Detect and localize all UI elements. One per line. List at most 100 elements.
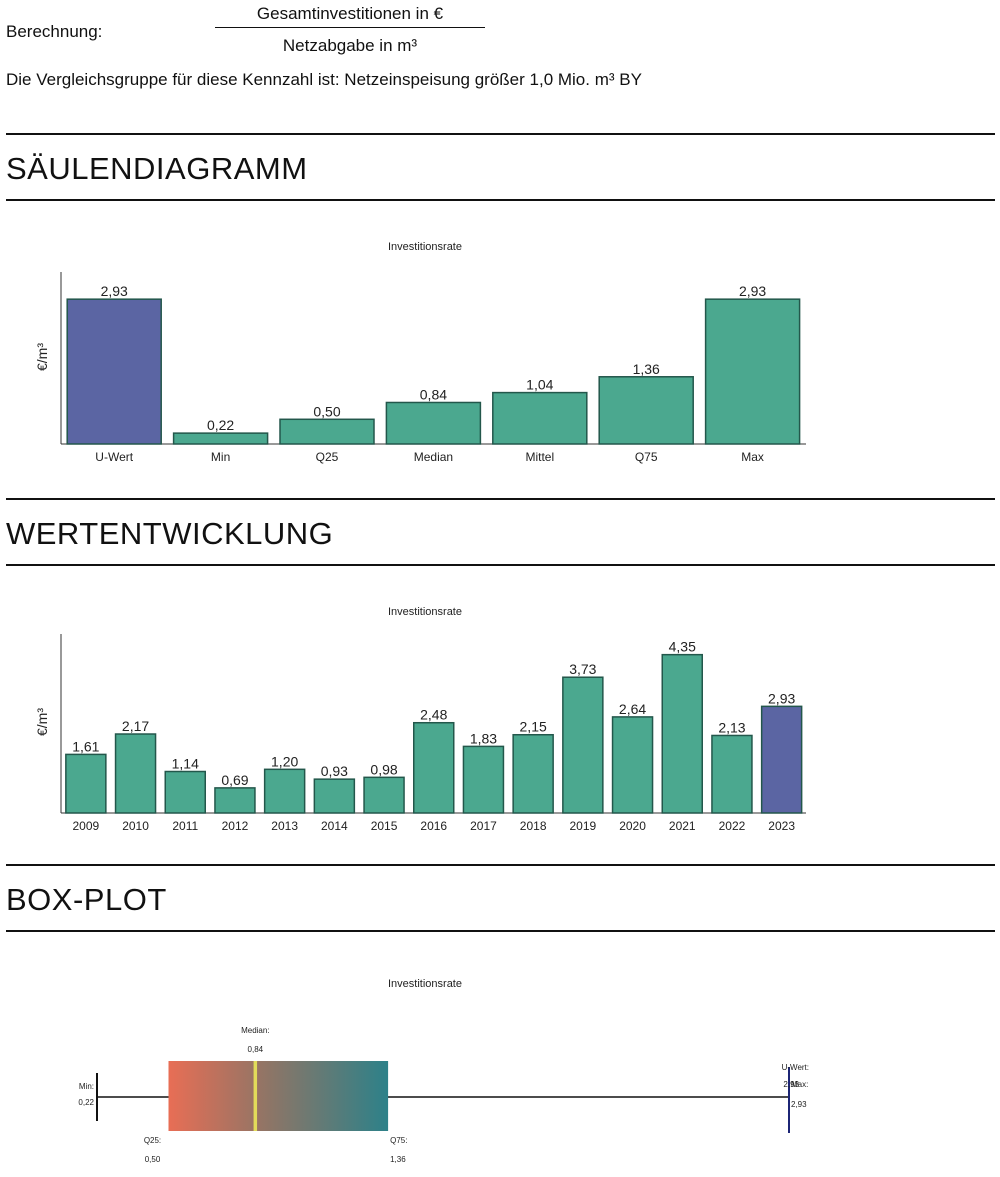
section-divider	[6, 564, 995, 566]
x-tick-label: U-Wert	[95, 450, 133, 464]
data-label: 3,73	[569, 661, 596, 677]
bar-2017	[462, 745, 505, 814]
x-tick-label: 2012	[222, 819, 249, 833]
x-tick-label: 2011	[172, 819, 198, 833]
data-label: 2,13	[718, 719, 745, 735]
data-label: 2,93	[101, 283, 128, 299]
data-label: 0,93	[321, 763, 348, 779]
x-tick-label: Q25	[316, 450, 339, 464]
data-label: 0,69	[221, 772, 248, 788]
x-tick-label: 2021	[669, 819, 696, 833]
u-wert-value: 2,93	[783, 1080, 799, 1089]
bar-2020	[611, 716, 654, 814]
box-plot-investitionsrate: Investitionsrate Min: 0,22 Q25: 0,50 Med…	[78, 978, 809, 1164]
data-label: 1,14	[172, 756, 199, 772]
bar-2021	[661, 653, 703, 814]
x-tick-label: 2020	[619, 819, 646, 833]
x-tick-label: 2010	[122, 819, 149, 833]
y-axis-label: €/m³	[34, 343, 50, 371]
q25-label: Q25:	[144, 1136, 161, 1145]
bar-min	[172, 432, 269, 445]
x-tick-label: Max	[741, 450, 764, 464]
section-title-trend: WERTENTWICKLUNG	[6, 516, 334, 551]
bar-chart-investitionsrate: Investitionsrate €/m³ 2,93 U-Wert 0,22 Min 0…	[34, 241, 806, 464]
median-label: Median:	[241, 1026, 269, 1035]
bar-2015	[363, 776, 405, 814]
data-label: 1,20	[271, 753, 298, 769]
bar-2010	[114, 733, 157, 814]
section-title-bar-chart: SÄULENDIAGRAMM	[6, 151, 308, 186]
x-tick-label: 2019	[569, 819, 596, 833]
q25-value: 0,50	[145, 1155, 161, 1164]
data-label: 4,35	[669, 639, 696, 655]
interquartile-box	[168, 1061, 389, 1131]
median-value: 0,84	[248, 1045, 264, 1054]
bar-mittel	[492, 391, 588, 445]
data-label: 1,04	[526, 377, 553, 393]
bar-q25	[279, 418, 375, 445]
bar-2016	[413, 721, 455, 814]
calculation-label: Berechnung:	[6, 22, 103, 41]
data-label: 2,93	[768, 690, 795, 706]
bar-max	[704, 298, 801, 445]
bar-2018	[512, 733, 554, 814]
x-tick-label: 2015	[371, 819, 398, 833]
data-label: 0,22	[207, 417, 234, 433]
bar-2023	[760, 705, 803, 814]
data-label: 1,36	[633, 361, 660, 377]
q75-value: 1,36	[390, 1155, 406, 1164]
section-divider	[6, 133, 995, 135]
formula-numerator: Gesamtinvestitionen in €	[256, 4, 444, 23]
formula-denominator: Netzabgabe in m³	[282, 36, 418, 55]
max-label: Max:	[791, 1080, 808, 1089]
chart-title: Investitionsrate	[388, 978, 462, 990]
trend-chart-investitionsrate: Investitionsrate €/m³ 1,61 2009 2,17 2010 1,…	[34, 606, 806, 833]
bar-2014	[313, 778, 356, 814]
x-tick-label: 2016	[420, 819, 447, 833]
section-divider	[6, 930, 995, 932]
section-divider	[6, 498, 995, 500]
x-tick-label: 2023	[768, 819, 795, 833]
data-label: 2,17	[122, 718, 149, 734]
data-label: 2,64	[619, 701, 646, 717]
u-wert-label: U-Wert:	[782, 1063, 809, 1072]
data-label: 1,61	[72, 738, 99, 754]
data-label: 0,84	[420, 386, 447, 402]
bar-2022	[711, 734, 753, 814]
x-tick-label: 2018	[520, 819, 547, 833]
y-axis-label: €/m³	[34, 708, 50, 736]
x-tick-label: Q75	[635, 450, 658, 464]
bar-2012	[214, 787, 256, 814]
q75-label: Q75:	[390, 1136, 407, 1145]
data-label: 0,98	[370, 761, 397, 777]
data-label: 2,15	[520, 719, 547, 735]
data-label: 1,83	[470, 730, 497, 746]
bar-u-wert	[66, 298, 162, 445]
fraction-line	[215, 27, 485, 28]
bar-2013	[263, 768, 306, 814]
min-value: 0,22	[78, 1098, 94, 1107]
x-tick-label: Min	[211, 450, 230, 464]
bar-2019	[562, 676, 604, 814]
bar-2009	[65, 753, 107, 814]
x-tick-label: Mittel	[525, 450, 554, 464]
x-tick-label: 2017	[470, 819, 497, 833]
x-tick-label: 2013	[271, 819, 298, 833]
bar-median	[385, 401, 482, 445]
x-tick-label: 2014	[321, 819, 348, 833]
x-tick-label: 2022	[719, 819, 746, 833]
bar-2011	[164, 770, 206, 814]
data-label: 2,93	[739, 283, 766, 299]
min-label: Min:	[79, 1082, 94, 1091]
chart-title: Investitionsrate	[388, 606, 462, 618]
x-tick-label: 2009	[72, 819, 99, 833]
max-value: 2,93	[791, 1100, 807, 1109]
bar-q75	[598, 376, 694, 445]
section-title-box-plot: BOX-PLOT	[6, 882, 167, 917]
comparison-group-text: Die Vergleichsgruppe für diese Kennzahl …	[6, 70, 642, 89]
section-divider	[6, 864, 995, 866]
data-label: 0,50	[313, 403, 340, 419]
chart-title: Investitionsrate	[388, 241, 462, 253]
x-tick-label: Median	[414, 450, 453, 464]
section-divider	[6, 199, 995, 201]
